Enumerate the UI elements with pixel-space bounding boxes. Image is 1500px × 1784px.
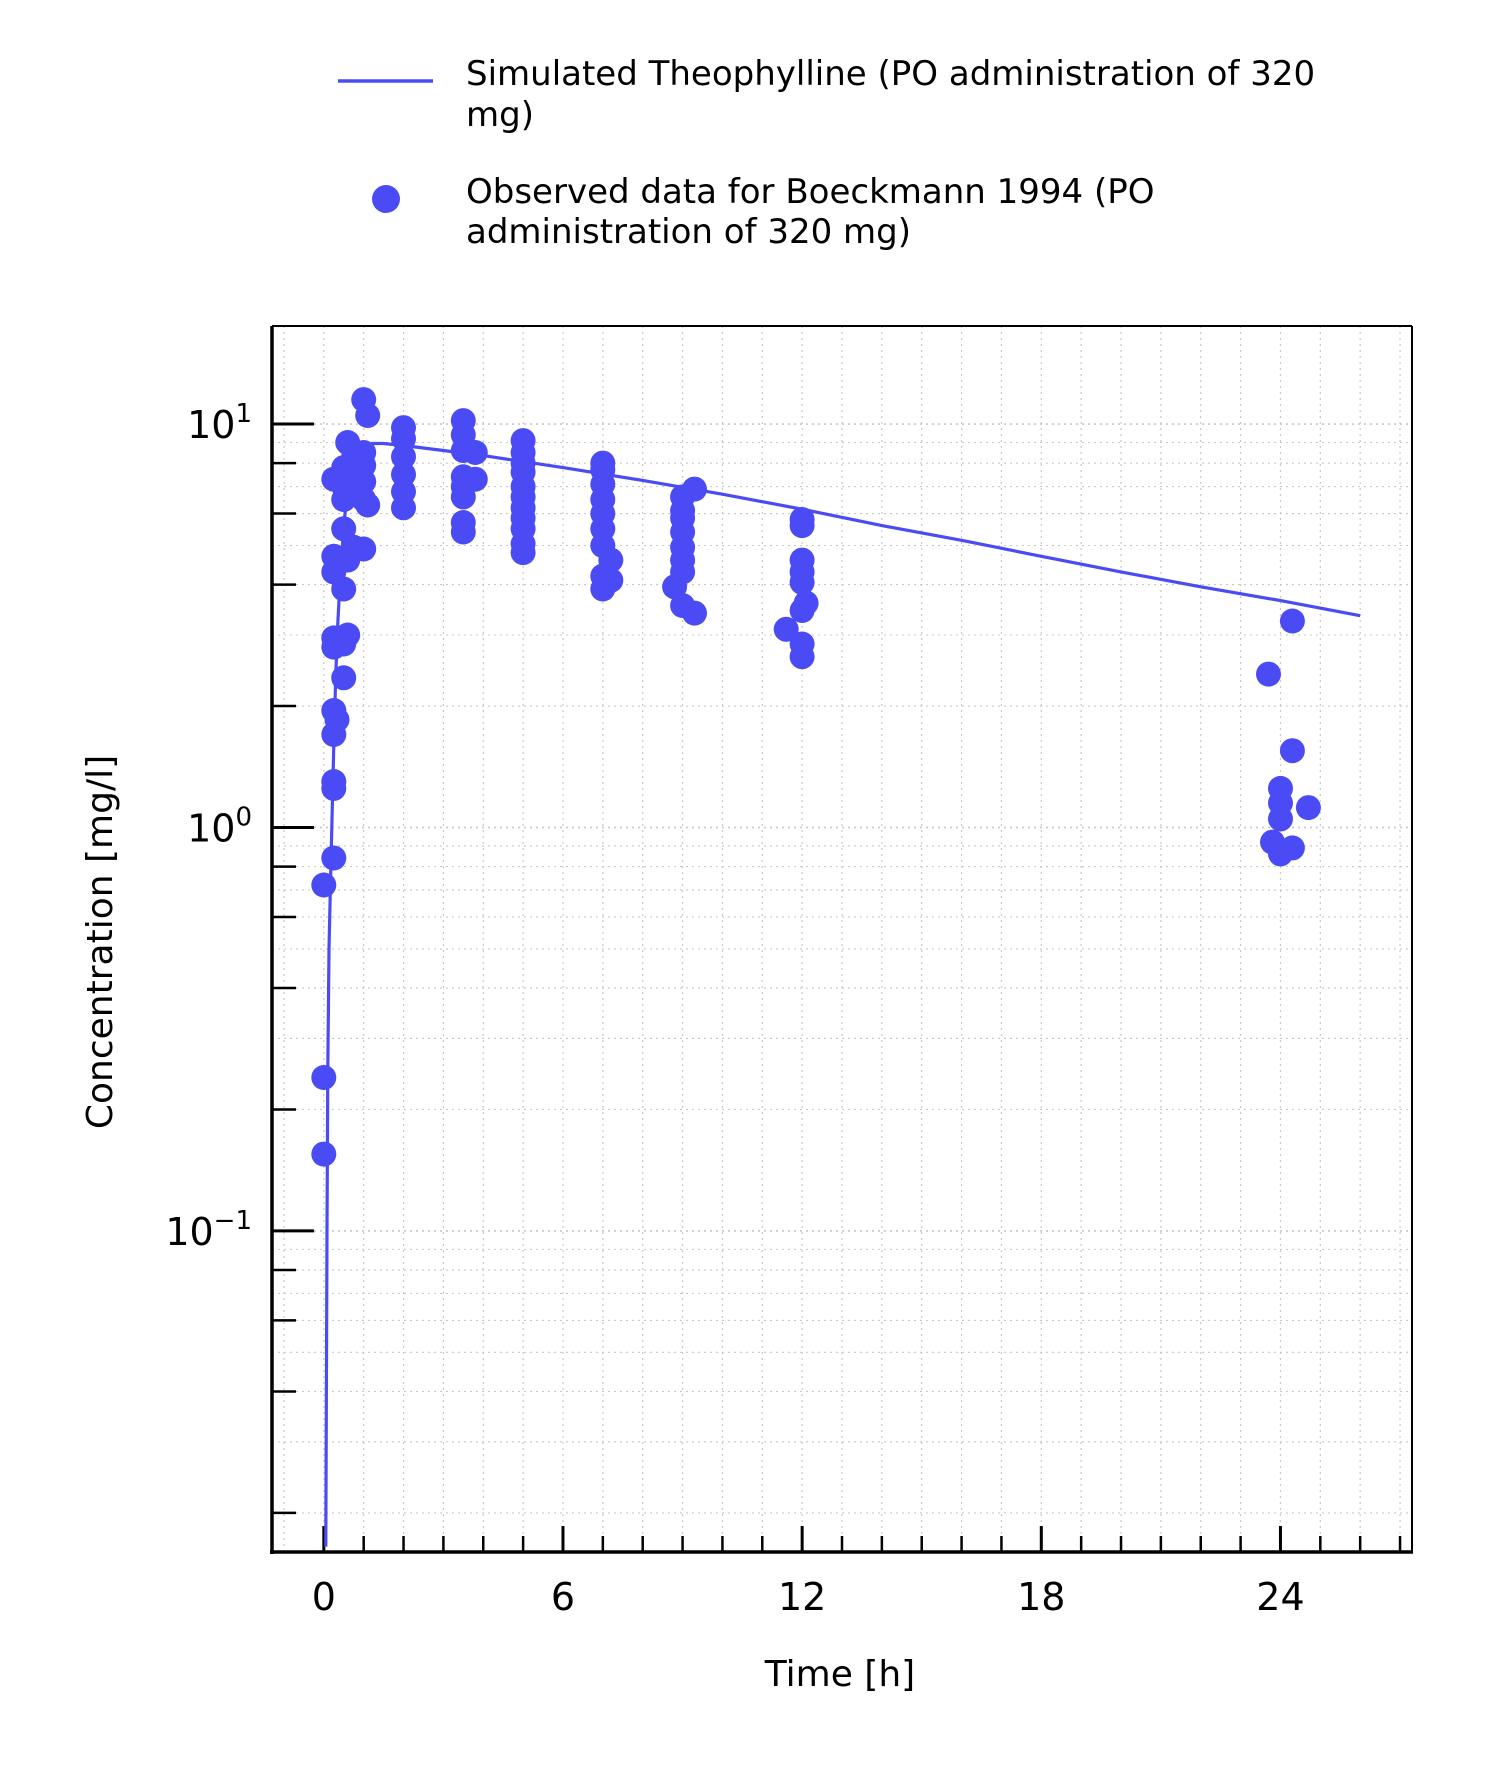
observed-point — [462, 440, 488, 465]
observed-point — [789, 547, 815, 573]
observed-point — [598, 547, 624, 573]
observed-point — [391, 444, 416, 470]
y-tick-label: 101 — [187, 399, 252, 447]
observed-point — [311, 1141, 337, 1167]
observed-point — [462, 466, 488, 492]
observed-point — [773, 616, 799, 642]
observed-point — [789, 631, 815, 657]
axis-ticks: 10−1 100 101 0 6 12 18 24 — [165, 399, 1402, 1619]
legend-label-simulated-line2: mg) — [466, 95, 534, 135]
observed-point — [391, 415, 416, 441]
legend-label-observed-line1: Observed data for Boeckmann 1994 (PO — [466, 172, 1154, 212]
observed-point — [335, 622, 361, 648]
observed-point — [1279, 738, 1305, 764]
observed-point — [1268, 775, 1293, 801]
x-tick-label: 12 — [778, 1575, 826, 1619]
y-tick-label: 100 — [187, 802, 252, 850]
simulated-line — [324, 441, 1361, 1547]
observed-point — [331, 665, 357, 691]
observed-point — [1256, 661, 1281, 687]
observed-point — [450, 408, 476, 434]
legend-label-simulated-line1: Simulated Theophylline (PO administratio… — [466, 54, 1315, 94]
x-tick-label: 18 — [1017, 1575, 1065, 1619]
observed-point — [355, 492, 381, 518]
observed-point — [590, 450, 616, 476]
observed-point — [1279, 608, 1305, 634]
observed-point — [793, 590, 819, 616]
x-axis-label: Time [h] — [764, 1654, 915, 1695]
plot-frame — [270, 325, 1413, 1554]
observed-point — [355, 403, 381, 428]
observed-point — [311, 1065, 337, 1090]
x-tick-label: 6 — [551, 1575, 575, 1619]
observed-point — [450, 510, 476, 535]
observed-point — [311, 872, 337, 898]
observed-point — [510, 428, 536, 454]
observed-point — [598, 567, 624, 593]
observed-point — [1279, 835, 1305, 861]
x-tick-label: 0 — [312, 1575, 336, 1619]
observed-point — [391, 462, 416, 487]
observed-point — [789, 507, 815, 532]
observed-point — [682, 476, 707, 502]
observed-point — [321, 769, 347, 794]
y-tick-label: 10−1 — [165, 1206, 252, 1254]
observed-point — [324, 707, 350, 733]
y-axis-label: Concentration [mg/l] — [80, 755, 121, 1129]
legend: Simulated Theophylline (PO administratio… — [338, 54, 1315, 252]
observed-point — [391, 479, 416, 505]
observed-point — [682, 600, 707, 626]
observed-point — [321, 845, 347, 871]
observed-point — [331, 576, 357, 602]
data-series — [311, 387, 1361, 1547]
legend-label-observed-line2: administration of 320 mg) — [466, 212, 911, 252]
observed-point — [1295, 795, 1321, 821]
grid — [272, 326, 1412, 1552]
x-tick-label: 24 — [1256, 1575, 1304, 1619]
observed-point — [351, 440, 377, 465]
observed-point — [331, 516, 357, 542]
legend-marker-swatch — [372, 185, 400, 213]
observed-point — [351, 536, 377, 562]
